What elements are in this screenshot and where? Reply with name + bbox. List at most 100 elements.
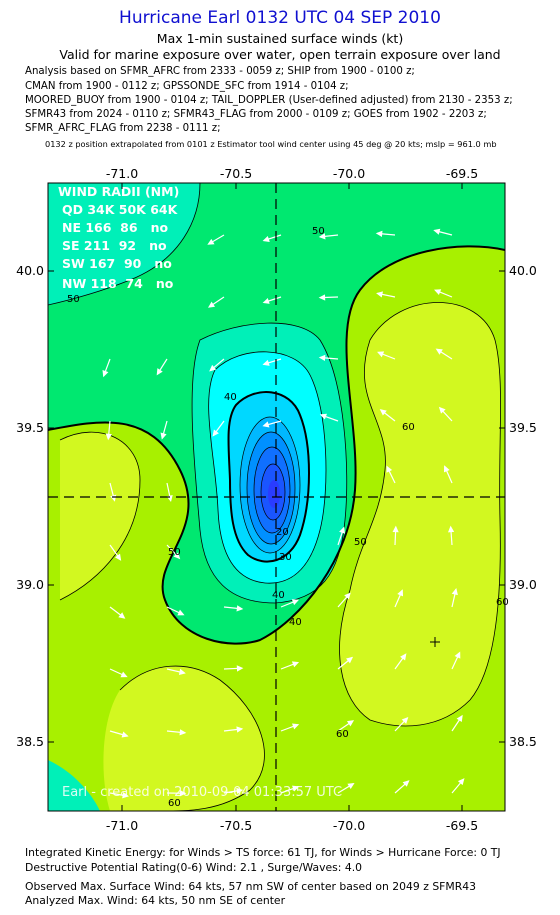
wind-arrow-head	[456, 714, 463, 723]
wind-arrow-head	[292, 785, 300, 792]
x-tick-label: -70.0	[333, 818, 365, 833]
wind-arrow-head	[433, 228, 441, 235]
analyzed-max-wind: Analyzed Max. Wind: 64 kts, 50 nm SE of …	[25, 894, 286, 907]
contour-label: 30	[279, 552, 292, 563]
wind-contours	[48, 183, 505, 811]
wind-radii-columns: QD 34K 50K 64K	[62, 202, 179, 217]
band-40-50	[48, 183, 200, 305]
wind-arrow-head	[400, 653, 407, 661]
subtitle-winds: Max 1-min sustained surface winds (kt)	[156, 31, 404, 46]
analysis-line: SFMR_AFRC_FLAG from 2238 - 0111 z;	[25, 123, 221, 134]
analysis-line: CMAN from 1900 - 0112 z; GPSSONDE_SFC fr…	[25, 81, 349, 92]
wind-arrow-head	[344, 592, 351, 600]
axis-ticks	[48, 183, 505, 811]
wind-arrow-head	[438, 406, 446, 414]
y-tick-label: 40.0	[509, 263, 537, 278]
wind-arrow-head	[318, 354, 326, 362]
band-eye	[268, 480, 280, 508]
contour-label: 40	[289, 617, 302, 628]
y-tick-label: 39.5	[16, 420, 44, 435]
wind-arrow-head	[236, 605, 244, 612]
x-axis-top: -71.0 -70.5 -70.0 -69.5	[106, 166, 478, 181]
x-tick-label: -70.0	[333, 166, 365, 181]
contour-label: 40	[272, 590, 285, 601]
wind-radii-table: WIND RADII (NM) QD 34K 50K 64K NE 166 86…	[58, 184, 179, 291]
wind-arrow-head	[262, 236, 270, 243]
wind-field-map: 50 50 40 50 50 40 20 30 40 60 60 60 60 W…	[16, 166, 537, 833]
contour-label: 50	[354, 537, 367, 548]
x-tick-label: -71.0	[106, 166, 138, 181]
y-tick-label: 39.5	[509, 420, 537, 435]
contour-label: 20	[276, 527, 289, 538]
wind-arrow-head	[118, 612, 126, 619]
wind-arrow-head	[207, 301, 216, 308]
wind-arrow-head	[339, 526, 346, 534]
wind-arrow-head	[173, 552, 181, 560]
contour-label: 50	[67, 294, 80, 305]
band-ge60	[60, 432, 140, 600]
wind-arrow-head	[262, 421, 270, 428]
wind-arrow-head	[376, 291, 383, 298]
x-tick-label: -69.5	[446, 166, 478, 181]
wind-arrow-head	[291, 661, 300, 668]
destructive-potential: Destructive Potential Rating(0-6) Wind: …	[25, 861, 363, 874]
wind-arrow-head	[160, 432, 167, 440]
wind-arrow-head	[121, 731, 129, 738]
wind-arrow-head	[347, 782, 355, 790]
wind-arrow-head	[457, 778, 465, 786]
analysis-line: MOORED_BUOY from 1900 - 0104 z; TAIL_DOP…	[25, 95, 513, 106]
wind-arrow-head	[377, 351, 385, 358]
contour-label: 60	[168, 798, 181, 809]
wind-arrow-head	[318, 233, 326, 240]
band-ge60	[103, 666, 265, 811]
wind-arrow-head	[114, 553, 122, 561]
contour-labels: 50 50 40 50 50 40 20 30 40 60 60 60 60	[67, 226, 509, 809]
wind-radii-row-sw: SW 167 90 no	[62, 256, 172, 271]
wind-arrow-head	[236, 787, 244, 795]
wind-arrow-head	[262, 359, 270, 366]
wind-arrow-head	[156, 368, 163, 376]
wind-arrow-head	[178, 668, 186, 675]
x-axis-bottom: -71.0 -70.5 -70.0 -69.5	[106, 818, 478, 833]
wind-arrow-head	[346, 720, 355, 727]
wind-arrow-head	[448, 525, 455, 533]
wind-arrow-head	[291, 599, 299, 606]
wind-arrow-head	[319, 413, 328, 420]
wind-arrow-head	[401, 717, 409, 724]
wind-radii-header: WIND RADII (NM)	[58, 184, 179, 199]
contour-label: 40	[224, 392, 237, 403]
subtitle-exposure: Valid for marine exposure over water, op…	[59, 47, 501, 62]
wind-arrow-head	[212, 429, 219, 437]
wind-arrow-head	[402, 780, 410, 787]
y-tick-label: 39.0	[509, 577, 537, 592]
wind-arrow-head	[102, 370, 109, 378]
y-tick-label: 40.0	[16, 263, 44, 278]
wind-arrow-head	[379, 409, 387, 416]
wind-radii-row-nw: NW 118 74 no	[62, 276, 174, 291]
position-note: 0132 z position extrapolated from 0101 z…	[45, 139, 497, 149]
page-title: Hurricane Earl 0132 UTC 04 SEP 2010	[119, 8, 441, 28]
y-axis-right: 40.0 39.5 39.0 38.5	[509, 263, 537, 749]
wind-arrow-head	[236, 726, 244, 733]
wind-arrow-head	[397, 589, 404, 597]
contour-label: 60	[496, 597, 509, 608]
wind-radii-row-se: SE 211 92 no	[62, 238, 167, 253]
wind-arrow-head	[454, 651, 461, 659]
wind-arrow-head	[346, 656, 354, 664]
analysis-line: Analysis based on SFMR_AFRC from 2333 - …	[25, 66, 415, 77]
x-tick-label: -69.5	[446, 818, 478, 833]
ike-summary: Integrated Kinetic Energy: for Winds > T…	[25, 846, 501, 859]
wind-arrow-head	[292, 723, 300, 730]
credit-watermark: Earl - created on 2010-09-04 01:33:57 UT…	[62, 785, 342, 800]
wind-arrow-head	[262, 298, 270, 304]
y-tick-label: 38.5	[509, 734, 537, 749]
band-40-50	[48, 760, 100, 811]
wind-arrow-head	[105, 433, 112, 441]
contour-label: 50	[312, 226, 325, 237]
y-tick-label: 38.5	[16, 734, 44, 749]
wind-arrow-head	[434, 289, 442, 296]
wind-arrow-head	[209, 364, 217, 372]
wind-arrow-head	[392, 525, 399, 533]
observed-max-wind: Observed Max. Surface Wind: 64 kts, 57 n…	[25, 880, 476, 893]
x-tick-label: -70.5	[220, 818, 252, 833]
